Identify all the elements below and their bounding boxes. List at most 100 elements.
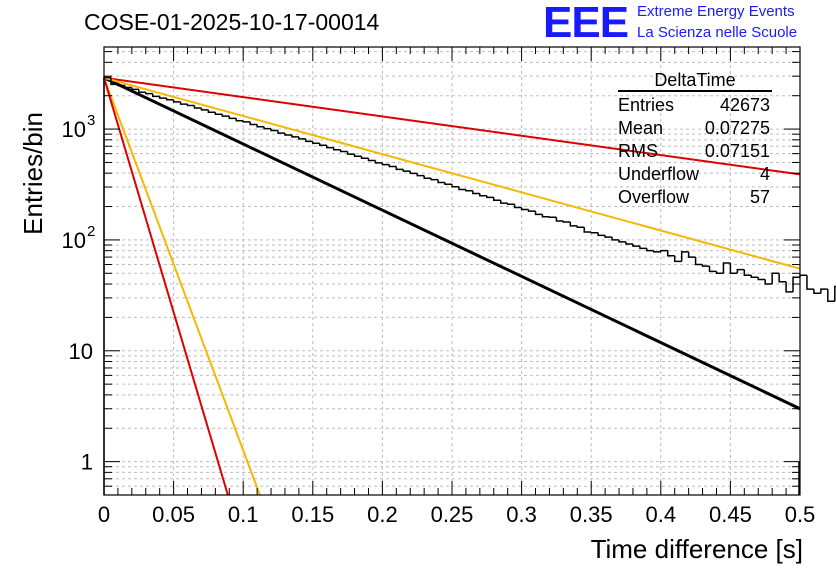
histogram-bin <box>813 289 821 295</box>
stats-value: 4 <box>759 164 770 184</box>
histogram-bin <box>625 241 633 245</box>
histogram-bin <box>312 141 320 144</box>
histogram-bin <box>653 250 661 253</box>
histogram-bin <box>444 182 452 185</box>
histogram-bin <box>207 109 216 113</box>
histogram-bin <box>305 138 313 143</box>
histogram-bin <box>339 149 348 153</box>
x-tick-label: 0.2 <box>367 502 398 527</box>
histogram-bin <box>165 98 174 101</box>
logo-line-2: La Scienza nelle Scuole <box>637 24 798 41</box>
histogram-bin <box>646 248 654 252</box>
histogram-bin <box>235 118 244 122</box>
histogram-bin <box>319 143 327 146</box>
stats-row-overflow: Overflow 57 <box>612 186 778 209</box>
histogram-bin <box>590 231 599 234</box>
histogram-bin <box>618 239 626 243</box>
stats-value: 57 <box>749 187 770 207</box>
histogram-bin <box>660 249 668 252</box>
histogram-bin <box>527 209 536 212</box>
histogram-bin <box>743 269 752 277</box>
stats-label: Entries <box>618 95 675 115</box>
fit-line-orange-steep <box>103 77 261 496</box>
histogram-bin <box>694 257 703 266</box>
histogram-bin <box>325 145 334 149</box>
histogram-bin <box>667 250 675 257</box>
histogram-bin <box>472 190 480 195</box>
fit-line-red-steep <box>103 77 229 496</box>
histogram-bin <box>680 251 689 262</box>
histogram-bin <box>465 189 473 192</box>
y-tick-label: 10 <box>69 339 93 364</box>
x-tick-label: 0.5 <box>785 502 816 527</box>
y-tick-exponent: 3 <box>87 112 95 129</box>
histogram-bin <box>179 101 188 105</box>
histogram-bin <box>367 158 376 162</box>
histogram-bin <box>541 214 550 218</box>
histogram-bin <box>736 268 745 274</box>
histogram-bin <box>193 105 202 109</box>
tick-labels: 0 0.05 0.1 0.15 0.2 0.25 0.3 0.35 0.4 0.45 0.5 1 10 1… <box>62 112 816 527</box>
histogram-bin <box>388 164 397 168</box>
histogram-bin <box>138 89 146 93</box>
histogram-bin <box>562 221 571 223</box>
y-tick-label: 10 <box>62 117 86 142</box>
histogram-bin <box>757 277 766 281</box>
histogram-bin <box>395 166 404 171</box>
histogram-bin <box>186 104 195 107</box>
histogram-bin <box>687 251 696 258</box>
histogram-bin <box>158 96 167 99</box>
histogram-bin <box>708 266 717 273</box>
fit-lines <box>103 76 801 496</box>
fit-line-orange-shallow <box>103 76 801 270</box>
histogram-bin <box>221 114 230 117</box>
axis-ticks <box>103 47 801 496</box>
histogram-bin <box>479 193 487 197</box>
histogram-bin <box>200 107 209 111</box>
x-tick-label: 0.3 <box>506 502 537 527</box>
stats-label: Overflow <box>618 187 690 207</box>
histogram-bin <box>423 175 432 180</box>
stats-row-underflow: Underflow 4 <box>612 163 778 186</box>
histogram-bin <box>799 274 807 278</box>
histogram-bin <box>374 160 383 164</box>
histogram-bin <box>750 275 759 279</box>
y-tick-label: 1 <box>81 450 93 475</box>
histogram-bin <box>214 112 223 116</box>
histogram-bin <box>117 84 125 87</box>
histogram-bin <box>291 134 299 138</box>
histogram-bin <box>576 225 585 229</box>
histogram-bin <box>145 92 153 95</box>
histogram-bin <box>249 121 258 126</box>
histogram-bin <box>458 186 466 191</box>
histogram-bin <box>785 281 794 293</box>
histogram-bin <box>673 255 682 263</box>
x-tick-label: 0.25 <box>431 502 474 527</box>
stats-row-mean: Mean 0.07275 <box>612 117 778 140</box>
histogram-bin <box>722 262 731 274</box>
histogram-bin <box>534 211 543 216</box>
stats-value: 0.07275 <box>704 118 770 138</box>
histogram-bin <box>402 169 411 172</box>
histogram-bin <box>729 262 738 275</box>
histogram-bin <box>263 126 272 130</box>
histogram-bin <box>701 264 710 267</box>
histogram-bin <box>611 237 620 241</box>
stats-label: Underflow <box>618 164 700 184</box>
histogram-bin <box>256 124 265 128</box>
histogram-bin <box>131 87 139 91</box>
x-axis-label: Time difference [s] <box>590 534 803 564</box>
chart-title: COSE-01-2025-10-17-00014 <box>84 9 380 35</box>
histogram-bin <box>124 85 132 89</box>
histogram-bin <box>270 128 278 132</box>
histogram-bin <box>430 178 439 181</box>
histogram-bin <box>569 222 578 227</box>
y-tick-label: 10 <box>62 228 86 253</box>
x-tick-label: 0.1 <box>228 502 259 527</box>
histogram-bin <box>151 93 160 98</box>
x-tick-label: 0.45 <box>709 502 752 527</box>
histogram-bin <box>277 130 285 134</box>
stats-label: Mean <box>618 118 664 138</box>
histogram-bin <box>284 133 292 136</box>
histogram-bin <box>409 171 418 175</box>
